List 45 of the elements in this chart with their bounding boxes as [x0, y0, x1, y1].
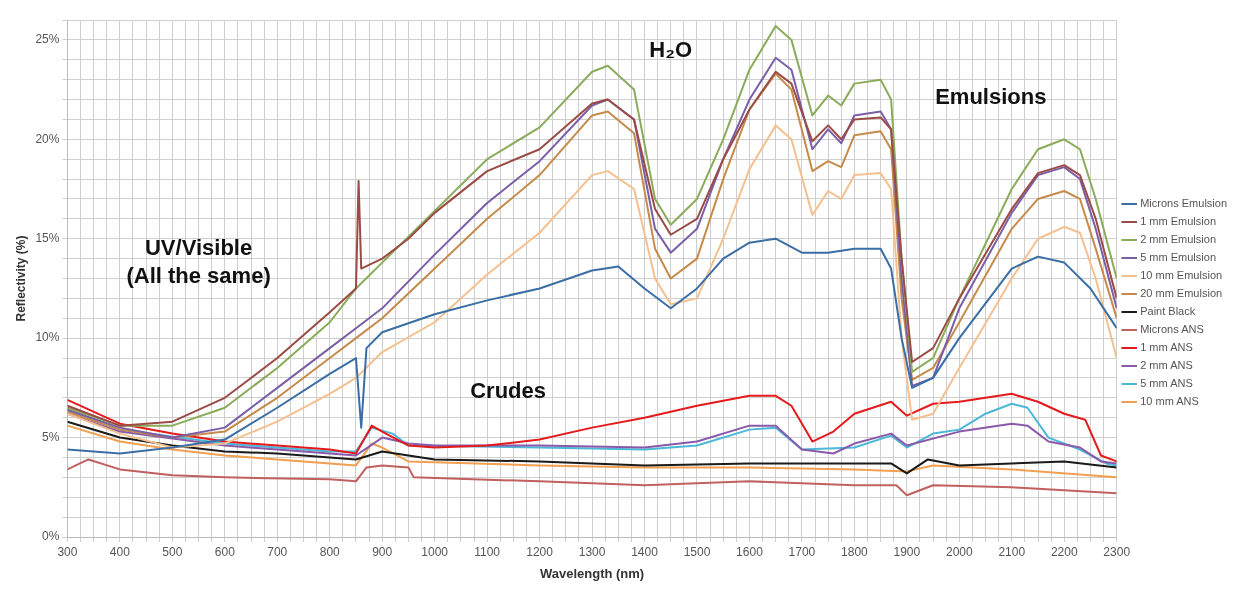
legend-label: 10 mm ANS	[1140, 395, 1199, 408]
x-tick-label: 1700	[788, 544, 816, 559]
legend-label: Microns ANS	[1140, 323, 1204, 336]
legend-label: 10 mm Emulsion	[1140, 269, 1223, 282]
x-tick-label: 1800	[841, 544, 869, 559]
y-tick-label: 25%	[35, 32, 60, 47]
x-tick-label: 2100	[998, 544, 1026, 559]
legend-label: 2 mm Emulsion	[1140, 233, 1216, 246]
x-tick-label: 2000	[945, 544, 973, 559]
y-tick-label: 5%	[42, 429, 60, 444]
annotation: UV/Visible (All the same)	[126, 235, 271, 289]
x-tick-label: 600	[214, 544, 236, 559]
x-tick-label: 1000	[421, 544, 449, 559]
x-tick-label: 1100	[474, 544, 501, 559]
annotation: Emulsions	[935, 83, 1047, 109]
x-axis-title: Wavelength (nm)	[539, 565, 645, 581]
x-tick-label: 700	[267, 544, 288, 559]
x-tick-label: 1300	[578, 544, 606, 559]
x-tick-label: 1200	[526, 544, 554, 559]
x-tick-label: 900	[372, 544, 393, 559]
x-tick-label: 300	[57, 544, 78, 559]
legend-label: 1 mm Emulsion	[1140, 215, 1216, 228]
annotation: Crudes	[470, 378, 547, 404]
x-tick-label: 2200	[1050, 544, 1078, 559]
x-tick-label: 1400	[631, 544, 659, 559]
x-tick-label: 1600	[736, 544, 764, 559]
x-tick-label: 800	[319, 544, 341, 559]
legend-label: Paint Black	[1140, 305, 1196, 318]
annotation: H₂O	[649, 37, 693, 63]
x-tick-label: 500	[162, 544, 183, 559]
legend-label: 5 mm ANS	[1140, 377, 1193, 390]
y-tick-label: 10%	[35, 330, 60, 345]
legend-label: 1 mm ANS	[1140, 341, 1193, 354]
legend-label: 5 mm Emulsion	[1140, 251, 1216, 264]
x-tick-label: 1900	[893, 544, 921, 559]
y-tick-label: 15%	[35, 231, 60, 246]
y-axis-title: Reflectivity (%)	[13, 235, 28, 322]
legend-label: Microns Emulsion	[1140, 197, 1228, 210]
x-tick-label: 400	[109, 544, 131, 559]
y-tick-label: 0%	[42, 529, 60, 544]
x-tick-label: 1500	[683, 544, 711, 559]
x-tick-label: 2300	[1103, 544, 1131, 559]
legend-label: 2 mm ANS	[1140, 359, 1193, 372]
y-tick-label: 20%	[35, 131, 60, 146]
legend-label: 20 mm Emulsion	[1140, 287, 1223, 300]
